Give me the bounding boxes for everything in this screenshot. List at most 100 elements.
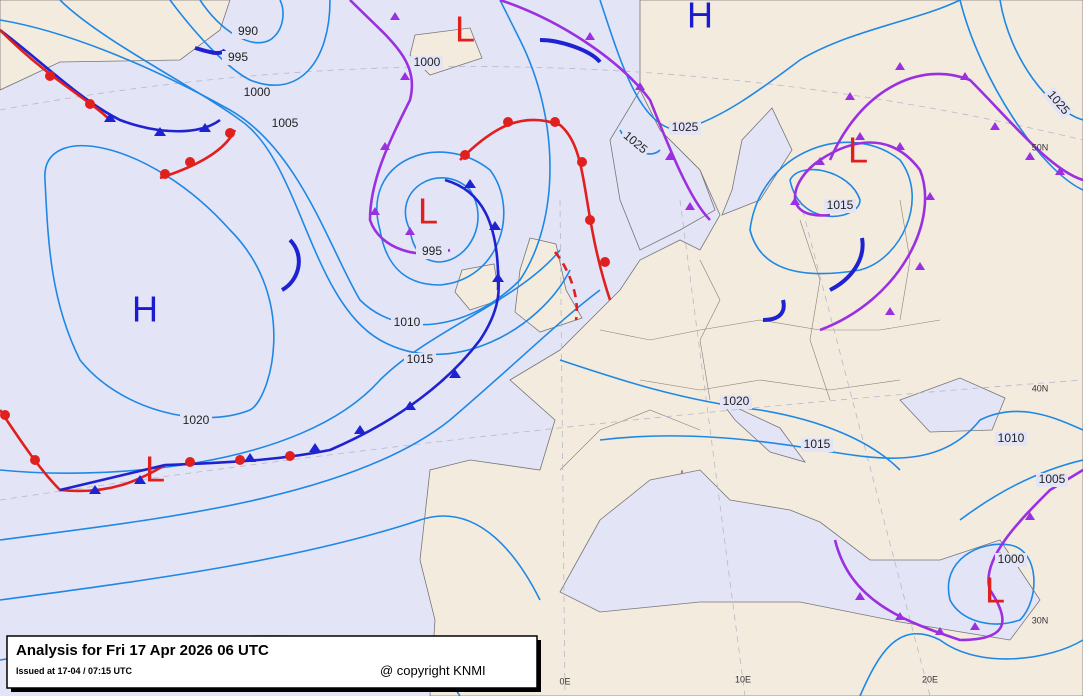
- isobar-label: 1010: [394, 315, 421, 329]
- warm-front-symbol: [460, 150, 470, 160]
- warm-front-symbol: [577, 157, 587, 167]
- isobar: [0, 289, 601, 541]
- trough: [829, 237, 865, 292]
- isobar-label: 1020: [723, 394, 750, 408]
- isobar: [749, 141, 913, 275]
- warm-front-symbol: [585, 215, 595, 225]
- occluded-front-symbol: [370, 207, 380, 215]
- border: [599, 319, 941, 341]
- isobar-label: 995: [228, 50, 248, 64]
- isobar-label: 995: [422, 244, 442, 258]
- greenland: [0, 0, 231, 91]
- trough: [762, 299, 786, 322]
- pressure-centre: L: [985, 570, 1005, 611]
- occluded-front-symbol: [845, 92, 855, 100]
- isobar-label: 1000: [244, 85, 271, 99]
- pressure-centre: H: [132, 289, 158, 330]
- cold-front: [0, 28, 221, 133]
- isobar-label-bg: [1042, 86, 1074, 120]
- occluded-front-symbol: [990, 122, 1000, 130]
- occluded-front-symbol: [960, 72, 970, 80]
- occluded-front-symbol: [855, 592, 865, 600]
- isobar-label-bg: [995, 432, 1027, 446]
- graticule-label: 50N: [1032, 142, 1049, 152]
- isobar-label: 1000: [414, 55, 441, 69]
- parallel: [0, 379, 1083, 501]
- warm-front-symbol: [85, 99, 95, 109]
- isobar: [0, 515, 541, 601]
- graticule-label: 30N: [1032, 615, 1049, 625]
- borders: [559, 199, 941, 471]
- title-panel: [6, 635, 538, 689]
- graticule: [0, 66, 1083, 696]
- occluded-front-symbol: [855, 132, 865, 140]
- isobar: [169, 0, 331, 86]
- occluded-front-symbol: [1025, 512, 1035, 520]
- trough: [280, 238, 301, 292]
- isobar-label-bg: [995, 553, 1027, 567]
- cold-front: [444, 178, 500, 291]
- isobar-label-bg: [404, 353, 436, 367]
- isobar-label-bg: [241, 86, 273, 100]
- isobar-label-bg: [269, 117, 301, 131]
- occluded-front-symbol: [895, 612, 905, 620]
- isobar: [999, 0, 1083, 121]
- occluded-front-symbol: [665, 152, 675, 160]
- isobar: [859, 633, 1083, 696]
- pressure-centre: L: [418, 191, 438, 232]
- pressure-centre: L: [145, 449, 165, 490]
- occluded-front-symbol: [885, 307, 895, 315]
- isobar-label-bg: [618, 127, 652, 159]
- warm-front-symbol: [185, 457, 195, 467]
- occluded-front-symbol: [970, 622, 980, 630]
- issued-time: Issued at 17-04 / 07:15 UTC: [16, 666, 133, 676]
- cold-front-symbol: [244, 453, 256, 462]
- occluded-front-symbol: [815, 157, 825, 165]
- occluded-front-symbol: [635, 82, 645, 90]
- isobar: [959, 0, 1083, 191]
- occluded-front-symbol: [400, 72, 410, 80]
- isobar: [0, 0, 551, 326]
- ireland: [454, 263, 501, 311]
- border: [559, 409, 701, 471]
- warm-front-symbol: [225, 128, 235, 138]
- isobar-label: 1000: [998, 552, 1025, 566]
- isobar: [59, 0, 571, 356]
- pressure-centre: L: [455, 9, 475, 50]
- warm-front-symbol: [30, 455, 40, 465]
- isobar: [199, 0, 284, 44]
- occluded-front: [833, 468, 1083, 642]
- isobar-label: 1020: [183, 413, 210, 427]
- cold-front-symbol: [104, 113, 116, 122]
- border: [639, 379, 901, 391]
- occluded-front-symbol: [925, 192, 935, 200]
- occluded-front-symbol: [380, 142, 390, 150]
- isobar: [44, 144, 275, 419]
- isobar: [559, 359, 901, 471]
- isobar-label: 1025: [672, 120, 699, 134]
- title: Analysis for Fri 17 Apr 2026 06 UTC: [16, 642, 269, 659]
- adriatic: [719, 399, 807, 463]
- border: [799, 219, 831, 401]
- isobar-label-bg: [222, 51, 254, 65]
- isobar-label-bg: [669, 121, 701, 135]
- warm-front-symbol: [285, 451, 295, 461]
- cold-front-symbol: [489, 221, 501, 230]
- isobar: [599, 410, 1083, 459]
- warm-front-symbol: [235, 455, 245, 465]
- isobar: [947, 543, 1035, 625]
- isobar: [0, 249, 561, 474]
- occluded-front-symbol: [790, 197, 800, 205]
- isobar-label: 1015: [804, 437, 831, 451]
- isobar-label-bg: [411, 56, 443, 70]
- cold-front-symbol: [89, 485, 101, 494]
- meridian: [559, 199, 566, 696]
- meridian: [799, 199, 931, 696]
- graticule-label: 20E: [922, 674, 938, 684]
- cold-front: [59, 463, 166, 492]
- cold-front-symbol: [199, 123, 211, 132]
- occluded-front: [349, 0, 451, 256]
- occluded-front-symbol: [1055, 167, 1065, 175]
